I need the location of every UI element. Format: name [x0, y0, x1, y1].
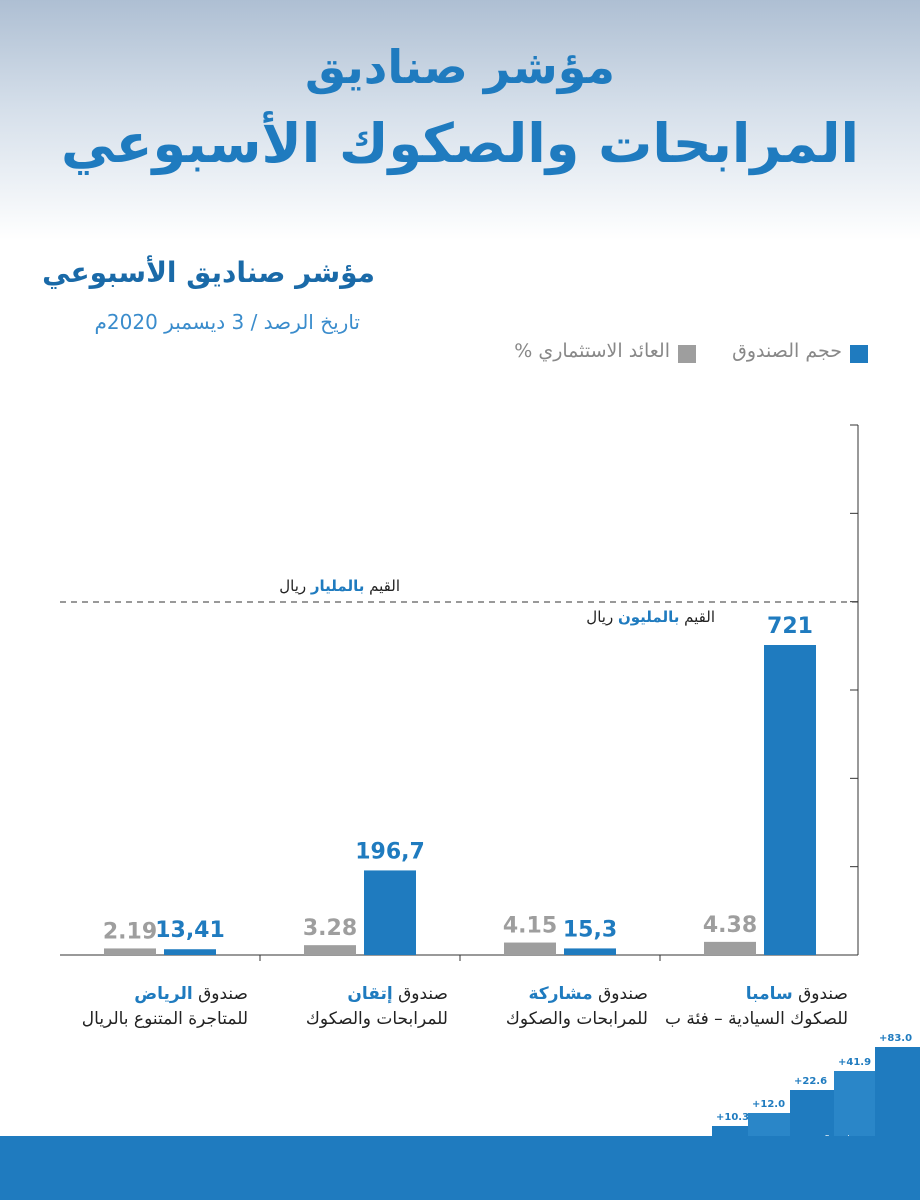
hero-background	[0, 0, 920, 240]
bar	[104, 948, 156, 955]
text-part: القيم	[369, 577, 400, 595]
value-label: 15,3	[563, 917, 617, 942]
highlight-text: إتقان	[347, 984, 393, 1004]
legend-label: حجم الصندوق	[732, 340, 842, 362]
value-label: 3.28	[303, 916, 357, 941]
text-part: صندوق	[398, 984, 448, 1004]
category-label: صندوق الرياض للمتاجرة المتنوع بالريال	[82, 982, 248, 1032]
value-label: 4.15	[503, 914, 557, 939]
chart-title: مؤشر صناديق الأسبوعي	[42, 256, 375, 289]
text-part: للمرابحات والصكوك	[505, 1009, 648, 1029]
highlight-text: الرياض	[134, 984, 193, 1004]
stair-label: +83.0	[879, 1033, 912, 1044]
highlight-text: مشاركة	[528, 984, 593, 1004]
text-part: ريال	[586, 608, 614, 626]
value-label: 196,7	[355, 839, 425, 864]
text-part: للصكوك السيادية – فئة ب	[664, 1009, 848, 1029]
header-title: مؤشر صناديق	[304, 40, 616, 94]
stair-label: +41.9	[838, 1057, 871, 1068]
bar	[164, 949, 216, 955]
legend-label: العائد الاستثماري %	[514, 340, 670, 362]
stair-step	[875, 1047, 920, 1136]
chart-subtitle: تاريخ الرصد / 3 ديسمبر 2020م	[94, 310, 360, 334]
bar	[564, 948, 616, 955]
category-label: صندوق سامبا للصكوك السيادية – فئة ب	[665, 982, 848, 1032]
category-label: صندوق مشاركة للمرابحات والصكوك	[506, 982, 648, 1032]
text-part: القيم	[684, 608, 715, 626]
highlight-text: بالمليون	[617, 608, 680, 626]
stair-label: +22.6	[794, 1076, 827, 1087]
text-part: للمرابحات والصكوك	[305, 1009, 448, 1029]
stair-label: +12.0	[752, 1099, 785, 1110]
bar	[764, 645, 816, 955]
value-label: 13,41	[155, 918, 225, 943]
legend-swatch	[850, 345, 868, 363]
bar	[704, 941, 756, 955]
text-part: صندوق	[598, 984, 648, 1004]
text-part: للمتاجرة المتنوع بالريال	[81, 1009, 248, 1029]
value-label: 4.38	[703, 913, 757, 938]
legend-swatch	[678, 345, 696, 363]
stair-label: +10.3	[716, 1112, 749, 1123]
bar	[364, 870, 416, 955]
text-part: صندوق	[198, 984, 248, 1004]
annotation: القيم بالمليار ريال	[279, 577, 400, 595]
header-title: المرابحات والصكوك الأسبوعي	[61, 112, 859, 175]
value-label: 2.19	[103, 919, 157, 944]
value-label: 721	[767, 614, 813, 639]
annotation: القيم بالمليون ريال	[586, 608, 715, 626]
text-part: ريال	[279, 577, 307, 595]
bar	[504, 942, 556, 955]
footer	[0, 1136, 920, 1200]
highlight-text: سامبا	[745, 984, 793, 1004]
category-label: صندوق إتقان للمرابحات والصكوك	[306, 982, 448, 1032]
text-part: صندوق	[798, 984, 848, 1004]
bar	[304, 945, 356, 955]
highlight-text: بالمليار	[310, 577, 365, 595]
